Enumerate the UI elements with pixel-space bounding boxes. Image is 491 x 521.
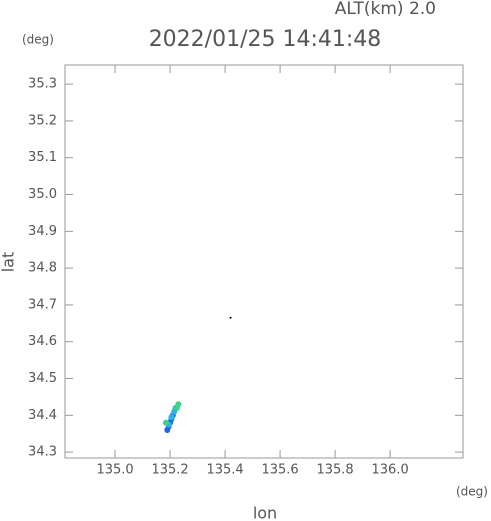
y-tick-label: 35.0 [28, 187, 57, 202]
point [229, 316, 232, 319]
point [162, 419, 169, 426]
y-tick-label: 35.3 [28, 77, 57, 92]
point [175, 401, 182, 408]
y-tick-label: 34.5 [28, 371, 57, 386]
plot-frame [64, 64, 464, 459]
y-tick-label: 34.9 [28, 224, 57, 239]
x-tick-label: 136.0 [372, 463, 409, 478]
x-unit: (deg) [456, 485, 488, 499]
chart-subtitle: ALT(km) 2.0 [335, 0, 436, 19]
y-tick-label: 35.1 [28, 150, 57, 165]
y-tick-label: 34.7 [28, 297, 57, 312]
x-tick-label: 135.6 [261, 463, 298, 478]
y-tick-label: 34.6 [28, 334, 57, 349]
x-tick-label: 135.0 [96, 463, 133, 478]
y-axis-label: lat [0, 252, 18, 273]
y-tick-label: 35.2 [28, 113, 57, 128]
chart-title: 2022/01/25 14:41:48 [149, 27, 382, 52]
y-unit: (deg) [22, 33, 54, 47]
x-axis-label: lon [253, 504, 277, 521]
x-tick-label: 135.4 [206, 463, 243, 478]
x-tick-label: 135.2 [151, 463, 188, 478]
y-tick-label: 34.4 [28, 408, 57, 423]
point [168, 414, 175, 421]
y-tick-label: 34.3 [28, 445, 57, 460]
y-tick-label: 34.8 [28, 261, 57, 276]
x-tick-label: 135.8 [316, 463, 353, 478]
